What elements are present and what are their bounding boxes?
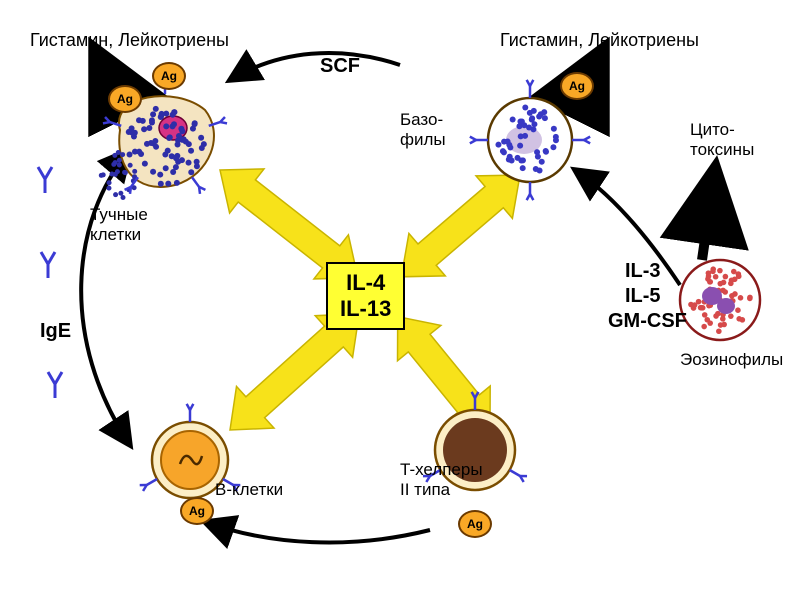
antigen-badge: Ag [108, 85, 142, 113]
center-line2: IL-13 [340, 296, 391, 322]
label-ige: IgE [40, 320, 71, 343]
antibody-icon [38, 167, 52, 193]
label-cytotoxins: Цито- токсины [690, 120, 754, 160]
antigen-badge: Ag [180, 497, 214, 525]
antibody-y-glyphs [38, 167, 62, 398]
label-tHelpers: T-хелперы II типа [400, 460, 483, 500]
label-mastCells: Тучные клетки [90, 205, 148, 245]
label-basophils: Базо- филы [400, 110, 446, 150]
label-bCells: B-клетки [215, 480, 283, 500]
label-scf: SCF [320, 55, 360, 78]
center-cytokine-box: IL-4 IL-13 [326, 262, 405, 330]
label-eosinophils: Эозинофилы [680, 350, 783, 370]
antibody-icon [48, 372, 62, 398]
label-topLeft: Гистамин, Лейкотриены [30, 30, 229, 51]
antigen-badge: Ag [152, 62, 186, 90]
antigen-badge: Ag [458, 510, 492, 538]
label-il3: IL-3 [625, 260, 661, 283]
center-line1: IL-4 [340, 270, 391, 296]
antigen-badge: Ag [560, 72, 594, 100]
label-il5: IL-5 [625, 285, 661, 308]
label-gmcsf: GM-CSF [608, 310, 687, 333]
label-topRight: Гистамин, Лейкотриены [500, 30, 699, 51]
antibody-icon [41, 252, 55, 278]
eosinophil-cell [680, 260, 760, 340]
